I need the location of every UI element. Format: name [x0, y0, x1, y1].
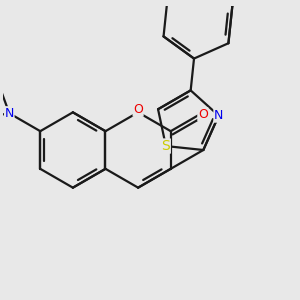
Text: S: S	[161, 139, 170, 153]
Text: N: N	[4, 107, 14, 120]
Text: N: N	[214, 109, 223, 122]
Text: O: O	[133, 103, 143, 116]
Text: O: O	[198, 108, 208, 121]
